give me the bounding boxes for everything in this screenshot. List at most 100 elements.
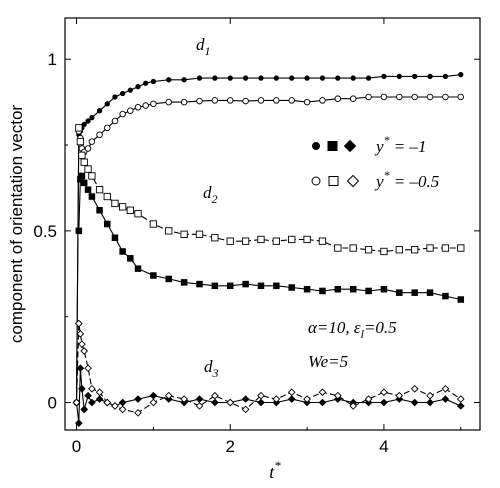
data-point-d1-open-10 — [119, 110, 126, 118]
data-point-d2-filled-19 — [257, 282, 265, 290]
data-point-d2-filled-32 — [457, 296, 465, 303]
data-point-d2-open-12 — [149, 220, 158, 228]
data-point-d3-open-22 — [303, 395, 311, 403]
data-point-d3-open-30 — [426, 391, 434, 400]
data-point-d2-open-2 — [78, 151, 86, 159]
data-point-d1-open-26 — [334, 95, 342, 102]
data-point-d2-filled-15 — [196, 280, 203, 288]
legend-label-open: y* = –0.5 — [374, 168, 439, 191]
data-point-d1-open-34 — [457, 93, 465, 101]
x-tick-label-1: 2 — [225, 437, 234, 456]
data-point-d2-open-1 — [76, 137, 85, 146]
data-point-d1-filled-14 — [150, 78, 157, 85]
data-point-d1-open-12 — [134, 104, 142, 111]
data-point-d2-open-29 — [411, 246, 419, 254]
data-point-d2-filled-17 — [226, 282, 234, 290]
data-point-d3-open-4 — [80, 347, 89, 355]
data-point-d1-open-16 — [180, 98, 188, 106]
data-point-d2-open-7 — [103, 192, 111, 201]
data-point-d3-filled-5 — [84, 391, 92, 400]
annotation-d1: d1 — [196, 35, 211, 58]
legend-marker-square-open — [328, 176, 339, 186]
data-point-d2-filled-3 — [80, 179, 88, 187]
data-point-d2-open-26 — [364, 246, 373, 254]
data-point-d3-filled-6 — [88, 398, 96, 407]
data-point-d2-open-9 — [118, 203, 127, 211]
annotation-params: α=10, εl=0.5 — [308, 318, 397, 341]
data-point-d1-open-27 — [349, 95, 357, 102]
data-point-d2-filled-14 — [180, 279, 188, 286]
data-point-d3-open-26 — [364, 395, 373, 403]
data-point-d3-open-28 — [395, 391, 404, 400]
data-point-d2-filled-21 — [288, 284, 295, 291]
data-point-d1-filled-19 — [227, 75, 233, 81]
series-line-d2-filled — [78, 174, 461, 301]
data-point-d2-open-18 — [241, 237, 250, 245]
data-point-d3-filled-27 — [380, 398, 388, 407]
data-point-d3-open-19 — [257, 391, 265, 400]
data-point-d2-open-3 — [80, 158, 88, 166]
data-point-d1-filled-15 — [166, 77, 172, 83]
data-point-d2-open-11 — [134, 210, 142, 218]
data-point-d2-open-14 — [180, 230, 188, 238]
data-point-d2-filled-31 — [442, 292, 449, 300]
data-point-d2-open-23 — [318, 237, 327, 245]
axis-tick-labels: 0 2 4 0 0.5 1 — [33, 50, 388, 456]
y-axis-label: component of orientation vector — [7, 105, 26, 343]
y-tick-label-0: 0 — [48, 394, 57, 413]
annotation-d1-main: d — [196, 35, 205, 54]
data-point-d1-filled-5 — [85, 118, 91, 124]
data-point-d3-filled-3 — [78, 384, 86, 393]
data-point-d1-filled-34 — [458, 72, 464, 78]
data-point-d3-open-15 — [195, 402, 204, 410]
data-point-d2-filled-10 — [127, 255, 134, 262]
data-point-d3-open-2 — [76, 330, 85, 338]
data-point-d2-open-5 — [88, 172, 96, 180]
annotation-params-alpha: α=10, — [308, 318, 354, 337]
data-point-d2-filled-8 — [111, 234, 119, 241]
annotation-d2: d2 — [203, 183, 218, 206]
x-tick-label-0: 0 — [72, 437, 81, 456]
data-point-d2-filled-16 — [211, 282, 219, 290]
data-point-d1-filled-7 — [96, 108, 103, 114]
data-point-d1-filled-6 — [89, 114, 95, 121]
data-point-d3-open-13 — [164, 391, 173, 400]
data-point-d2-open-25 — [349, 244, 357, 252]
data-point-d3-open-16 — [211, 391, 219, 400]
data-point-d1-filled-12 — [135, 84, 141, 90]
data-point-d1-open-29 — [380, 93, 388, 101]
data-point-d2-filled-18 — [242, 280, 249, 288]
data-point-d1-filled-13 — [143, 80, 149, 86]
data-point-d3-filled-11 — [134, 395, 142, 403]
data-point-d2-filled-5 — [88, 193, 96, 200]
x-axis-label: t* — [269, 458, 281, 482]
legend-marker-diamond-filled — [343, 139, 357, 153]
data-point-d3-open-25 — [349, 402, 358, 410]
data-point-d2-open-22 — [303, 235, 311, 244]
legend-label-filled-sup: * — [384, 133, 390, 147]
data-point-d2-open-16 — [211, 234, 219, 242]
data-point-d2-filled-13 — [165, 275, 172, 283]
data-point-d1-open-28 — [365, 93, 372, 101]
data-point-d3-filled-21 — [287, 395, 296, 403]
data-point-d1-open-20 — [242, 97, 249, 105]
data-point-d2-filled-22 — [303, 285, 311, 293]
data-point-d3-filled-19 — [257, 398, 265, 407]
data-point-d3-filled-31 — [441, 395, 450, 403]
data-point-d1-open-19 — [226, 97, 234, 104]
data-point-d1-filled-24 — [304, 75, 310, 81]
legend-label-filled: y* = –1 — [374, 133, 427, 156]
data-point-d2-open-6 — [95, 186, 104, 194]
data-point-d2-filled-11 — [134, 265, 142, 272]
data-point-d3-open-31 — [441, 384, 450, 393]
data-point-d1-open-33 — [442, 93, 449, 101]
data-point-d2-open-15 — [195, 230, 204, 238]
data-point-d2-filled-25 — [349, 285, 357, 293]
data-point-d1-filled-11 — [127, 87, 133, 93]
data-point-d1-open-9 — [111, 117, 119, 125]
data-point-d1-filled-31 — [412, 73, 418, 80]
data-point-d3-open-9 — [111, 402, 119, 410]
data-point-d2-filled-26 — [365, 287, 372, 295]
data-point-d3-open-0 — [72, 398, 81, 407]
data-point-d3-open-8 — [103, 398, 112, 407]
